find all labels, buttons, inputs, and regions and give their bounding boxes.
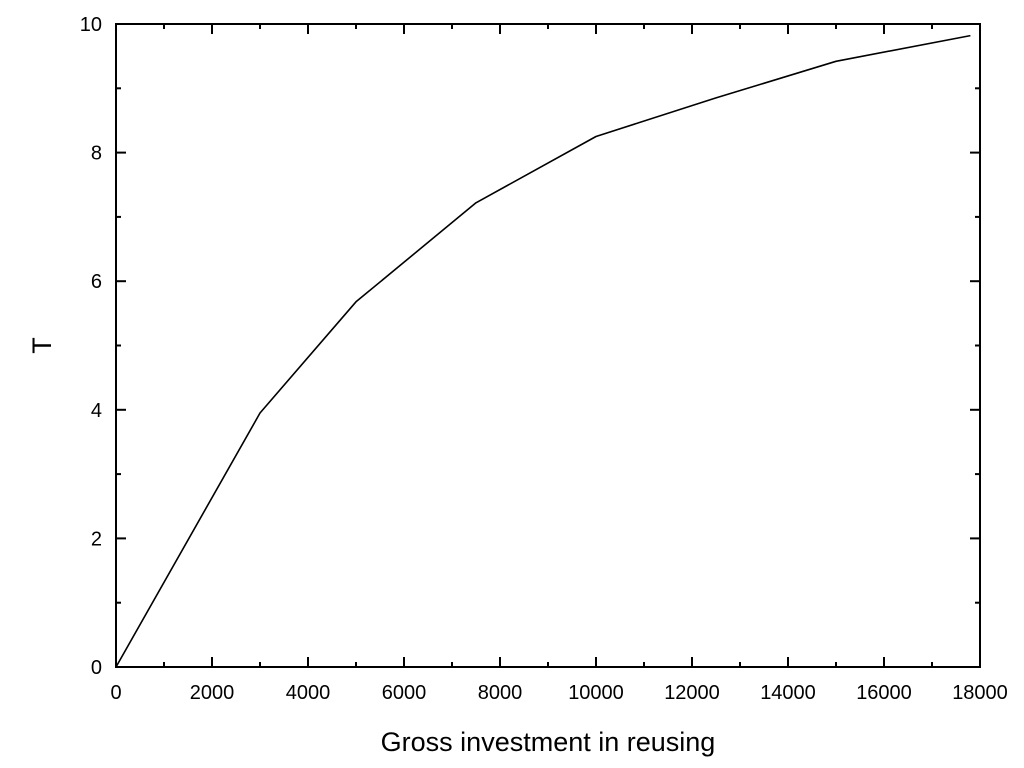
x-tick-label: 2000 [190, 682, 235, 704]
y-tick-label: 6 [91, 271, 102, 293]
y-tick-label: 4 [91, 400, 102, 422]
x-tick-label: 8000 [478, 682, 523, 704]
x-tick-label: 0 [110, 682, 121, 704]
x-tick-label: 10000 [568, 682, 624, 704]
x-tick-label: 18000 [952, 682, 1008, 704]
x-tick-label: 6000 [382, 682, 427, 704]
y-axis-label: T [27, 337, 57, 354]
axis-ticks [115, 23, 981, 668]
x-tick-label: 12000 [664, 682, 720, 704]
series-line [115, 34, 971, 668]
x-tick-label: 4000 [286, 682, 331, 704]
y-tick-label: 10 [80, 14, 102, 36]
x-axis-label: Gross investment in reusing [381, 727, 716, 757]
y-tick-label: 0 [91, 657, 102, 679]
y-tick-label: 2 [91, 528, 102, 550]
y-tick-label: 8 [91, 143, 102, 165]
plot-frame [115, 23, 981, 668]
x-tick-label: 14000 [760, 682, 816, 704]
tick-labels: 0 2000 4000 6000 8000 10000 12000 14000 16000 180… [80, 14, 1008, 704]
series-layer [115, 34, 971, 668]
x-tick-label: 16000 [856, 682, 912, 704]
